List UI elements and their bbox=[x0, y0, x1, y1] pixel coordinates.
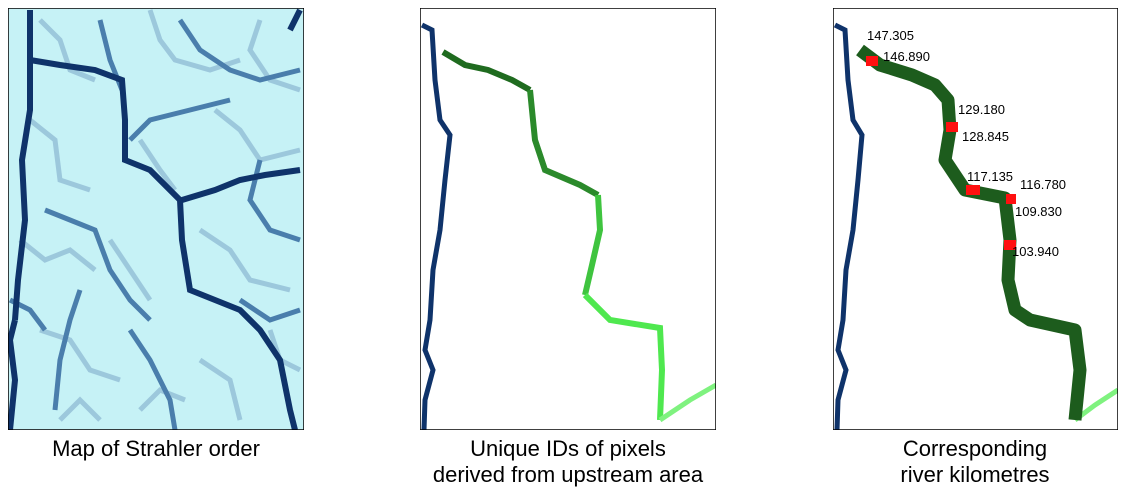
caption: Map of Strahler order bbox=[52, 436, 260, 461]
caption: Unique IDs of pixels bbox=[470, 436, 666, 461]
caption: river kilometres bbox=[900, 462, 1049, 487]
figure: 147.305 146.890 129.180 128.845 117.135 116.7… bbox=[0, 0, 1122, 495]
river-km-label: 116.780 bbox=[1020, 177, 1066, 192]
caption: Corresponding bbox=[903, 436, 1047, 461]
caption: derived from upstream area bbox=[433, 462, 704, 487]
strahler-map bbox=[8, 8, 304, 430]
river-km-label: 146.890 bbox=[883, 49, 930, 64]
river-km-label: 128.845 bbox=[962, 129, 1009, 144]
river-km-label: 117.135 bbox=[967, 169, 1013, 184]
river-km-label: 147.305 bbox=[867, 28, 914, 43]
pixel-id-map bbox=[420, 8, 716, 430]
river-km-map: 147.305 146.890 129.180 128.845 117.135 116.7… bbox=[833, 8, 1118, 430]
river-km-label: 103.940 bbox=[1012, 244, 1059, 259]
river-km-label: 109.830 bbox=[1015, 204, 1062, 219]
figure-canvas: 147.305 146.890 129.180 128.845 117.135 116.7… bbox=[0, 0, 1122, 495]
river-km-label: 129.180 bbox=[958, 102, 1005, 117]
